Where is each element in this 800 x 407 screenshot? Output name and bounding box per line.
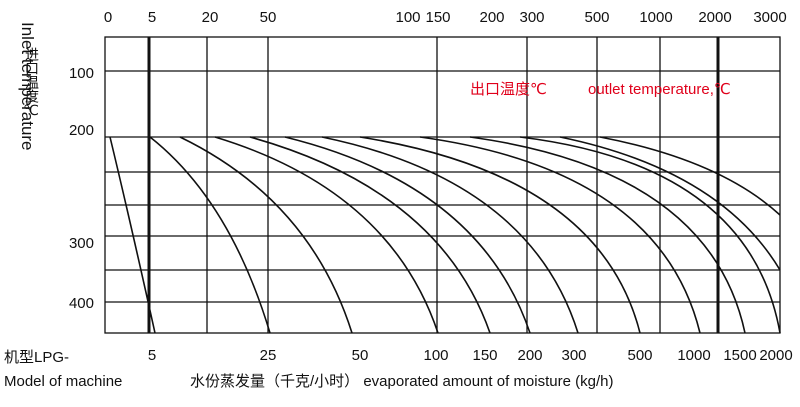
top-label: 500 <box>584 9 609 26</box>
top-label: 0 <box>104 9 112 26</box>
curve <box>519 136 781 334</box>
model-cn: 机型LPG- <box>4 349 69 366</box>
model-en: Model of machine <box>4 373 122 390</box>
bottom-label: 500 <box>627 347 652 364</box>
grid <box>104 36 781 334</box>
curve <box>249 136 491 334</box>
curve <box>599 136 781 216</box>
left-label: 400 <box>69 295 94 312</box>
bottom-label: 50 <box>352 347 369 364</box>
top-label: 1000 <box>639 9 672 26</box>
bottom-label: 300 <box>561 347 586 364</box>
curves <box>109 136 781 334</box>
left-label: 200 <box>69 122 94 139</box>
curve <box>149 136 271 334</box>
annotation-en: outlet temperature,℃ <box>588 81 731 98</box>
top-label: 150 <box>425 9 450 26</box>
curve <box>419 136 701 334</box>
left-labels: Inlet temperature 进口温度℃ 100 200 300 400 <box>18 22 94 312</box>
curve <box>559 136 781 271</box>
top-label: 5 <box>148 9 156 26</box>
bottom-label: 200 <box>517 347 542 364</box>
top-label: 2000 <box>698 9 731 26</box>
top-label: 100 <box>395 9 420 26</box>
caption: 水份蒸发量（千克/小时） evaporated amount of moistu… <box>190 373 613 390</box>
left-label: 100 <box>69 65 94 82</box>
bottom-label: 100 <box>423 347 448 364</box>
top-label: 50 <box>260 9 277 26</box>
bottom-label: 2000 <box>759 347 792 364</box>
top-label: 3000 <box>753 9 786 26</box>
bottom-label: 150 <box>472 347 497 364</box>
bottom-label: 1500 <box>723 347 756 364</box>
left-title-cn: 进口温度℃ <box>24 47 40 119</box>
curve <box>359 136 641 334</box>
top-label: 200 <box>479 9 504 26</box>
curve <box>214 136 439 334</box>
bottom-label: 5 <box>148 347 156 364</box>
curve <box>179 136 353 334</box>
top-label: 20 <box>202 9 219 26</box>
top-label: 300 <box>519 9 544 26</box>
bottom-label: 25 <box>260 347 277 364</box>
curve <box>284 136 531 334</box>
curve <box>469 136 746 334</box>
top-labels: 0 5 20 50 100 150 200 300 500 1000 2000 … <box>104 9 787 26</box>
curve <box>109 136 156 334</box>
bottom-label: 1000 <box>677 347 710 364</box>
left-title-en: Inlet temperature <box>18 22 37 151</box>
annotation-cn: 出口温度℃ <box>470 81 547 98</box>
plot-frame <box>104 36 781 334</box>
bottom-labels: 5 25 50 100 150 200 300 500 1000 1500 20… <box>4 347 793 390</box>
curve <box>321 136 579 334</box>
left-label: 300 <box>69 235 94 252</box>
